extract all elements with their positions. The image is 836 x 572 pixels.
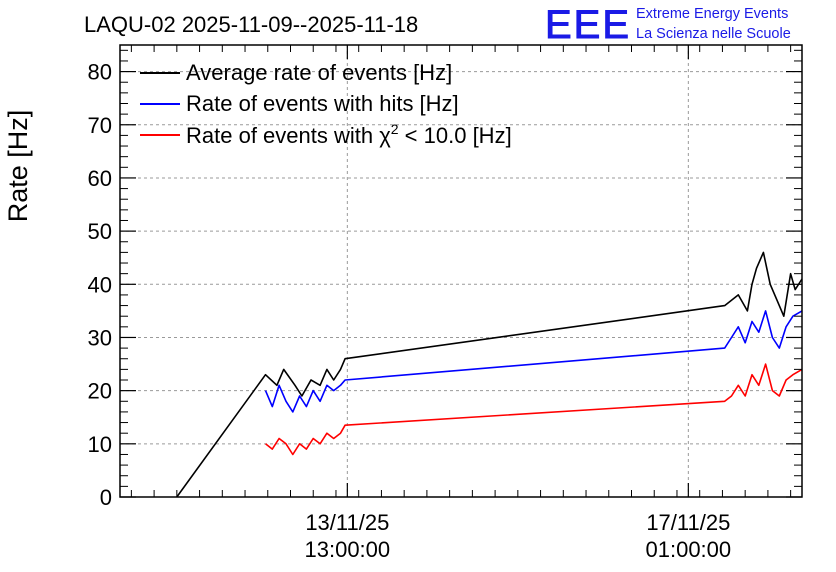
y-tick-label: 0 <box>100 485 112 510</box>
legend-label-average: Average rate of events [Hz] <box>186 60 452 85</box>
logo: EEE Extreme Energy Events La Scienza nel… <box>545 3 791 48</box>
y-tick-label: 20 <box>88 379 112 404</box>
plot-frame <box>119 44 803 498</box>
y-tick-label: 70 <box>88 113 112 138</box>
chart-title: LAQU-02 2025-11-09--2025-11-18 <box>84 12 418 37</box>
x-tick-label-time: 01:00:00 <box>646 537 732 562</box>
series-line-2 <box>265 363 803 456</box>
series-line-0 <box>176 251 803 498</box>
y-tick-label: 40 <box>88 272 112 297</box>
y-tick-label: 80 <box>88 60 112 85</box>
series-line-1 <box>264 310 803 413</box>
x-tick-label-time: 13:00:00 <box>305 537 391 562</box>
logo-mark: EEE <box>545 3 631 47</box>
legend: Average rate of events [Hz] Rate of even… <box>140 60 512 148</box>
y-tick-label: 60 <box>88 166 112 191</box>
y-tick-label: 30 <box>88 325 112 350</box>
legend-label-chi2: Rate of events with χ2 < 10.0 [Hz] <box>186 121 512 148</box>
y-tick-label: 50 <box>88 219 112 244</box>
legend-label-hits: Rate of events with hits [Hz] <box>186 91 459 116</box>
x-tick-label-date: 17/11/25 <box>646 510 730 535</box>
x-tick-label-date: 13/11/25 <box>305 510 389 535</box>
series-lines <box>176 251 803 498</box>
y-tick-label: 10 <box>88 432 112 457</box>
logo-line-2: La Scienza nelle Scuole <box>636 26 791 42</box>
y-axis-label: Rate [Hz] <box>3 110 33 223</box>
logo-line-1: Extreme Energy Events <box>636 6 788 22</box>
